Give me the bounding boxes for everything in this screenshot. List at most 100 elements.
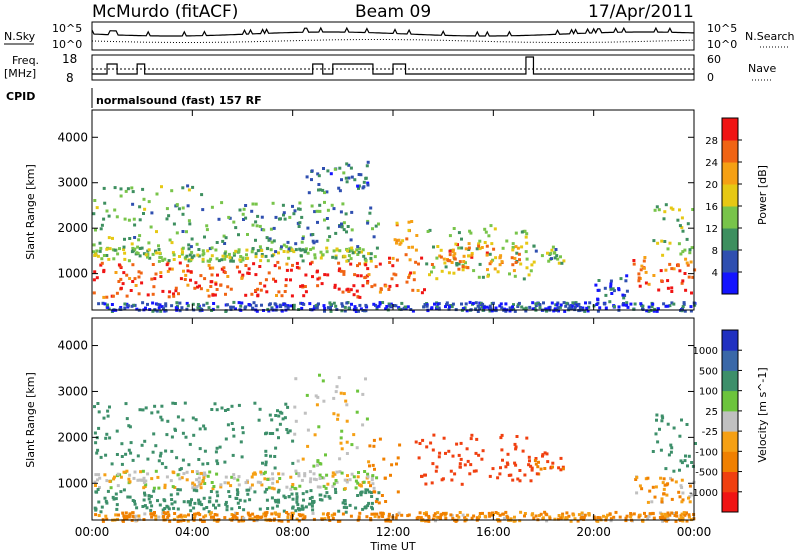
power-cell (562, 259, 566, 263)
velocity-cell (331, 471, 335, 475)
velocity-cell (357, 517, 361, 521)
velocity-colorbar-swatch (722, 330, 738, 351)
power-cell (177, 292, 180, 296)
power-colorbar-tick-label: 28 (705, 136, 718, 147)
power-cell (304, 249, 307, 253)
power-cell (224, 310, 228, 313)
velocity-cell (202, 496, 206, 500)
power-cell (452, 227, 456, 230)
power-cell (480, 305, 484, 309)
power-cell (550, 301, 554, 305)
velocity-cell (386, 517, 390, 521)
power-cell (594, 283, 598, 287)
power-cell (374, 224, 378, 228)
velocity-cell (215, 459, 219, 463)
power-cell (298, 201, 302, 205)
velocity-cell (431, 462, 435, 466)
velocity-cell (551, 465, 554, 469)
velocity-cell (314, 478, 318, 482)
velocity-cell (96, 478, 99, 482)
power-cell (625, 289, 629, 293)
power-cell (513, 309, 517, 313)
velocity-cell (235, 497, 239, 500)
power-cell (174, 286, 178, 290)
velocity-cell (264, 514, 268, 518)
power-cell (196, 306, 200, 310)
velocity-cell (535, 472, 539, 476)
velocity-cell (189, 500, 192, 504)
velocity-cell (196, 471, 200, 475)
velocity-cell (294, 377, 298, 381)
velocity-cell (330, 513, 334, 517)
nave-tick-lo: 0 (707, 71, 714, 84)
velocity-cell (345, 452, 349, 455)
velocity-cell (108, 436, 112, 440)
velocity-cell (602, 514, 605, 518)
power-cell (245, 253, 248, 257)
power-cell (278, 217, 281, 221)
velocity-cell (432, 514, 436, 518)
velocity-cell (215, 519, 219, 523)
power-cell (547, 259, 551, 263)
power-cell (313, 305, 317, 309)
velocity-cell (488, 514, 492, 518)
velocity-cell (134, 519, 138, 523)
power-cell (237, 233, 240, 237)
velocity-cell (276, 409, 279, 413)
power-ytick-label: 4000 (57, 130, 88, 144)
power-cell (484, 230, 488, 234)
velocity-cell (173, 500, 177, 504)
power-cell (586, 309, 590, 313)
velocity-cell (125, 469, 129, 473)
velocity-cell (380, 494, 384, 497)
power-cell (119, 194, 123, 198)
power-cell (360, 250, 363, 254)
velocity-cell (286, 431, 290, 435)
power-cell (445, 301, 449, 305)
power-cell (457, 231, 461, 235)
power-cell (272, 277, 275, 281)
power-cell (315, 209, 319, 213)
velocity-cell (678, 468, 681, 472)
velocity-cell (273, 517, 276, 521)
power-cell (652, 309, 656, 313)
velocity-cell (201, 462, 205, 466)
velocity-cell (318, 485, 322, 489)
power-cell (344, 212, 348, 216)
power-cell (337, 269, 341, 273)
power-cell (311, 246, 315, 250)
power-cell (107, 236, 111, 240)
velocity-cell (499, 436, 503, 440)
velocity-cell (612, 515, 616, 519)
power-cell (181, 186, 185, 190)
velocity-cell (96, 488, 100, 491)
velocity-cell (127, 515, 131, 519)
velocity-cell (228, 517, 232, 521)
power-cell (353, 250, 357, 254)
power-cell (545, 309, 549, 313)
power-cell (185, 254, 189, 258)
velocity-cell (125, 417, 129, 421)
power-cell (157, 306, 161, 310)
velocity-colorbar-tick-label: 25 (705, 407, 718, 418)
velocity-cell (271, 477, 275, 481)
velocity-cell (290, 517, 294, 521)
power-cell (210, 280, 214, 284)
velocity-cell (659, 448, 663, 452)
velocity-cell (647, 514, 651, 518)
velocity-cell (144, 483, 148, 487)
power-cell (356, 184, 360, 188)
velocity-cell (163, 486, 167, 490)
power-cell (557, 309, 560, 313)
velocity-cell (214, 506, 217, 510)
power-cell (530, 263, 534, 267)
power-cell (289, 268, 293, 272)
power-cell (513, 256, 517, 260)
velocity-cell (367, 490, 371, 494)
power-cell (466, 266, 470, 270)
velocity-cell (354, 506, 358, 510)
velocity-cell (661, 519, 665, 523)
velocity-cell (302, 498, 305, 502)
power-cell (175, 203, 179, 207)
velocity-cell (624, 516, 628, 520)
